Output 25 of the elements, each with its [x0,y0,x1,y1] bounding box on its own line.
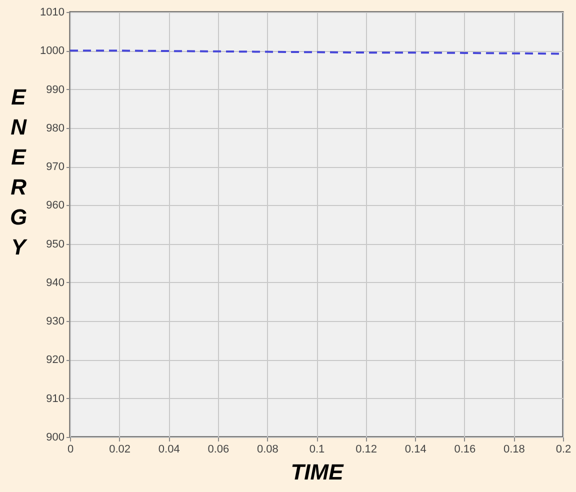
x-tick-label: 0.16 [454,444,476,456]
x-tick-label: 0.14 [404,444,426,456]
y-tick-label: 920 [46,354,64,366]
y-tick-label: 1010 [40,6,64,18]
y-tick-label: 950 [46,238,64,250]
y-tick-label: 900 [46,432,64,444]
y-tick-label: 940 [46,276,64,289]
x-tick-label: 0.12 [356,444,378,456]
x-tick-label: 0.04 [158,444,180,456]
x-tick-label: 0 [67,444,74,456]
y-tick-label: 930 [46,316,64,328]
x-tick-label: 0.1 [309,444,325,456]
x-tick-label: 0.06 [208,444,230,456]
x-tick-label: 0.02 [109,444,131,456]
y-tick-label: 910 [46,392,64,405]
y-tick-label: 980 [46,122,64,134]
y-tick-label: 1000 [40,45,64,58]
x-tick-label: 0.2 [556,444,572,456]
y-axis-title: ENERGY [10,84,28,260]
x-tick-label: 0.18 [503,444,525,456]
x-axis-title: TIME [290,460,345,484]
x-tick-label: 0.08 [256,444,278,456]
y-tick-label: 960 [46,200,64,212]
y-tick-label: 970 [46,161,64,174]
y-tick-label: 990 [46,84,64,96]
